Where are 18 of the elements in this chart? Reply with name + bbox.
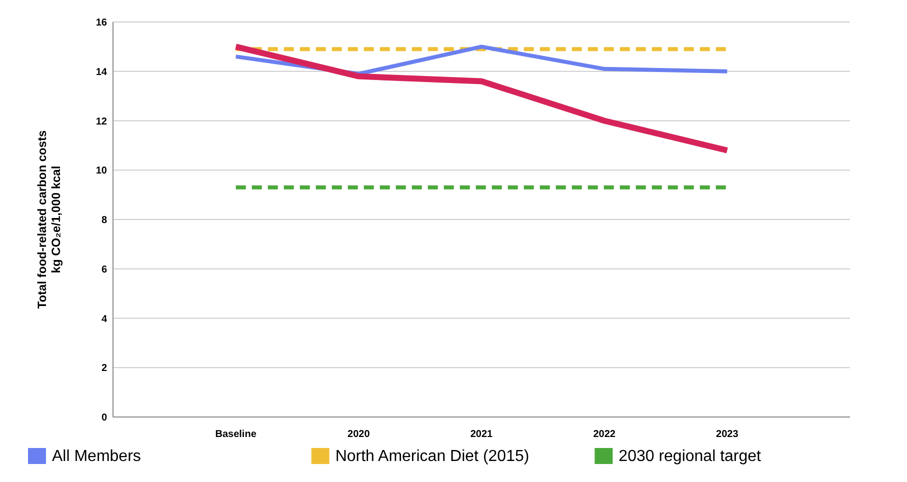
x-tick-label: 2021 xyxy=(470,429,494,440)
legend-label: North American Diet (2015) xyxy=(335,448,530,465)
y-tick-label: 12 xyxy=(96,116,108,128)
y-tick-label: 8 xyxy=(101,215,108,226)
y-tick-label: 2 xyxy=(101,363,108,374)
legend-label: All Members xyxy=(52,448,141,465)
legend-label: 2030 regional target xyxy=(618,448,762,465)
y-tick-label: 14 xyxy=(96,66,108,78)
x-tick-label: 2022 xyxy=(593,429,616,440)
y-tick-label: 4 xyxy=(101,314,108,325)
y-tick-label: 0 xyxy=(101,412,108,424)
y-tick-label: 10 xyxy=(96,166,108,177)
y-tick-label: 16 xyxy=(96,18,108,28)
y-axis-title: Total food-related carbon costs kg CO₂e/1,000 kcal xyxy=(35,130,63,309)
y-tick-label: 6 xyxy=(101,264,108,276)
x-tick-label: Baseline xyxy=(215,429,257,440)
x-tick-label: 2023 xyxy=(716,429,739,440)
x-tick-label: 2020 xyxy=(348,429,370,440)
